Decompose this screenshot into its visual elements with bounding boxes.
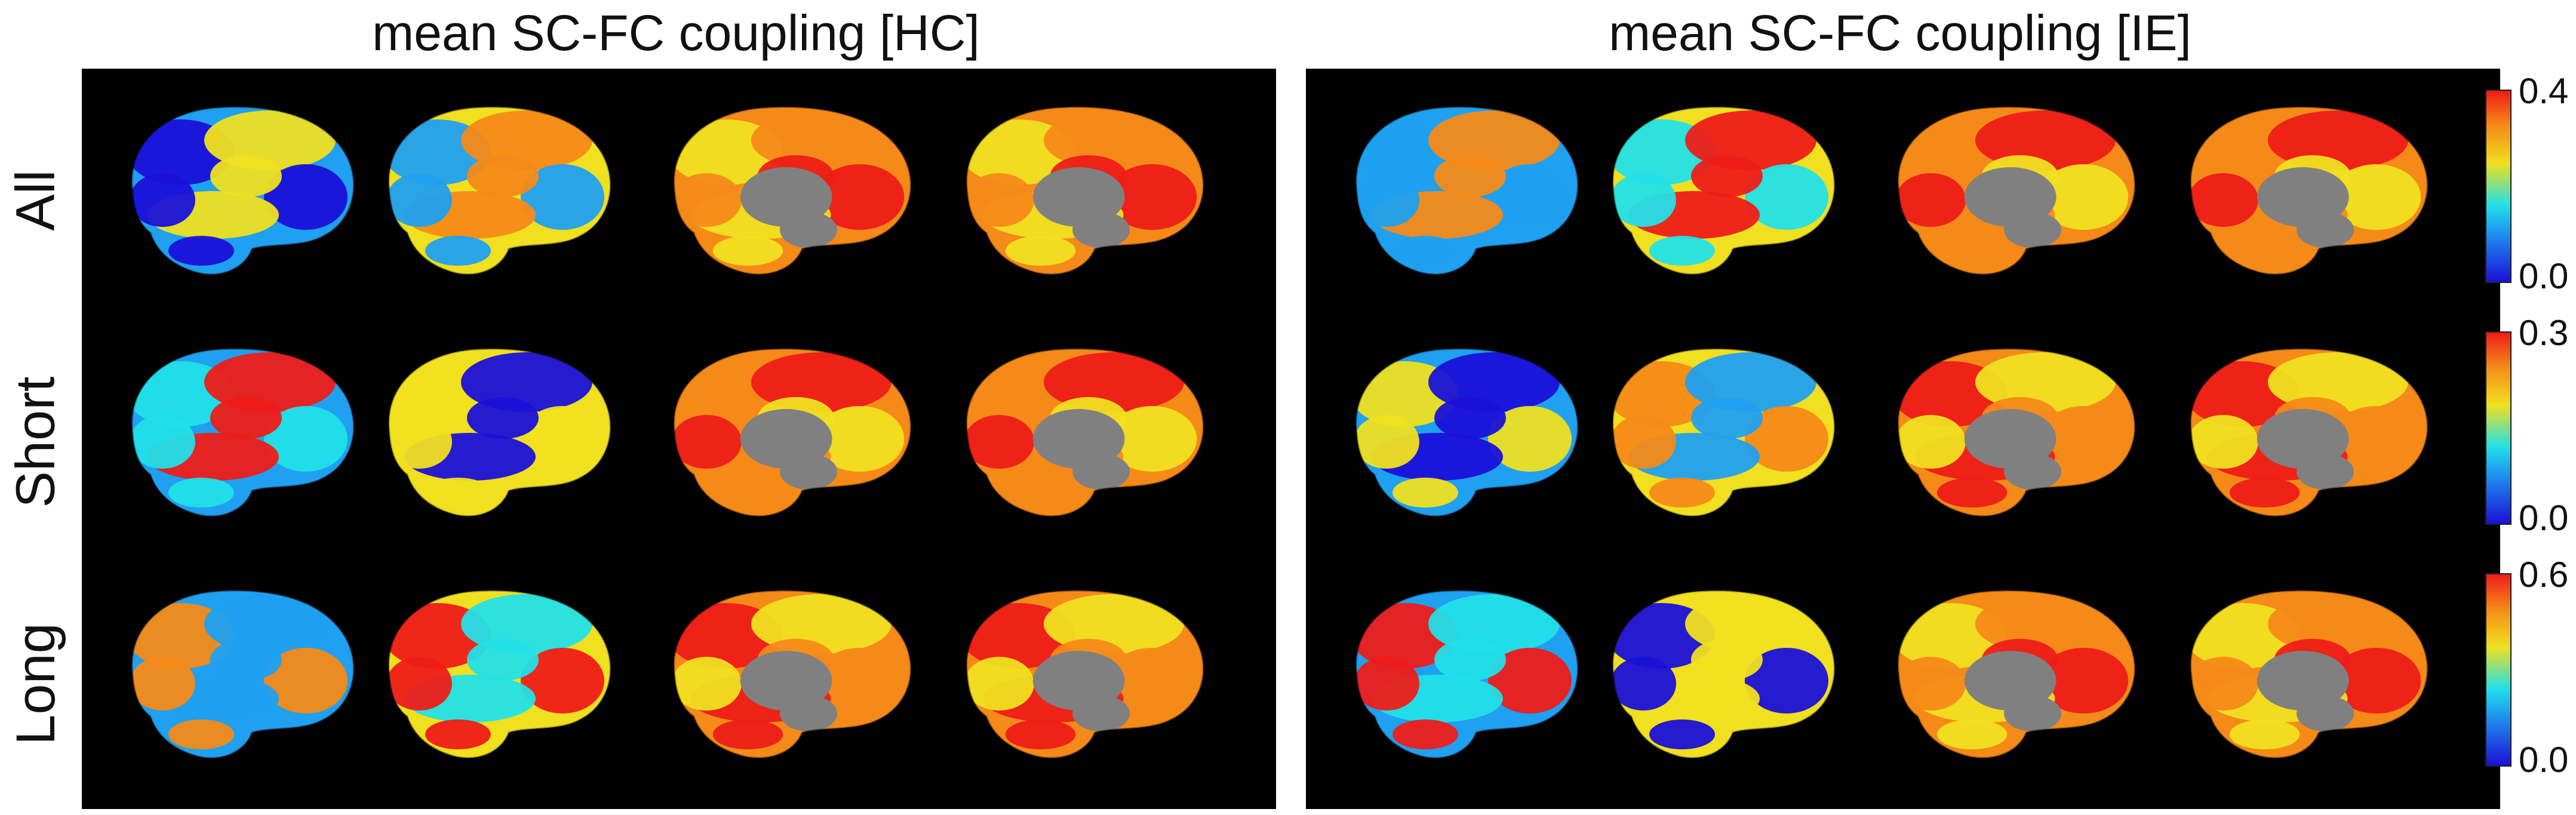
colorbar-all-max: 0.4: [2519, 71, 2569, 111]
brain-ie-long-lateral-right: [1590, 570, 1852, 767]
brain-ie-long-medial-right: [2166, 570, 2446, 767]
panel-title-ie: mean SC-FC coupling [IE]: [1609, 5, 2191, 61]
brain-ie-short-medial-right: [2166, 328, 2446, 525]
brain-hc-long-lateral-left: [109, 570, 371, 767]
colorbar-long-min: 0.0: [2519, 740, 2569, 780]
brain-ie-all-medial-left: [1873, 87, 2154, 284]
brain-hc-short-lateral-right: [365, 328, 628, 525]
row-label-all: All: [5, 169, 66, 231]
brain-hc-short-lateral-left: [109, 328, 371, 525]
brain-hc-short-medial-right: [942, 328, 1222, 525]
brain-hc-all-lateral-left: [109, 87, 371, 284]
brain-ie-short-lateral-right: [1590, 328, 1852, 525]
brain-ie-short-lateral-left: [1333, 328, 1596, 525]
brain-hc-all-lateral-right: [365, 87, 628, 284]
brain-hc-long-medial-right: [942, 570, 1222, 767]
brain-ie-short-medial-left: [1873, 328, 2154, 525]
row-label-long: Long: [5, 622, 66, 745]
brain-ie-long-medial-left: [1873, 570, 2154, 767]
brain-hc-all-medial-left: [649, 87, 930, 284]
panel-title-hc: mean SC-FC coupling [HC]: [372, 5, 980, 61]
brain-hc-short-medial-left: [649, 328, 930, 525]
brain-hc-long-medial-left: [649, 570, 930, 767]
colorbar-all-min: 0.0: [2519, 256, 2569, 296]
colorbar-short-min: 0.0: [2519, 498, 2569, 538]
brain-hc-all-medial-right: [942, 87, 1222, 284]
row-label-short: Short: [5, 376, 66, 508]
brain-ie-all-lateral-left: [1333, 87, 1596, 284]
brain-ie-all-lateral-right: [1590, 87, 1852, 284]
colorbar-long-max: 0.6: [2519, 555, 2569, 595]
colorbar-long: [2485, 573, 2512, 767]
brain-ie-long-lateral-left: [1333, 570, 1596, 767]
brain-ie-all-medial-right: [2166, 87, 2446, 284]
colorbar-short-max: 0.3: [2519, 313, 2569, 353]
colorbar-all: [2485, 90, 2512, 283]
colorbar-short: [2485, 331, 2512, 525]
brain-hc-long-lateral-right: [365, 570, 628, 767]
